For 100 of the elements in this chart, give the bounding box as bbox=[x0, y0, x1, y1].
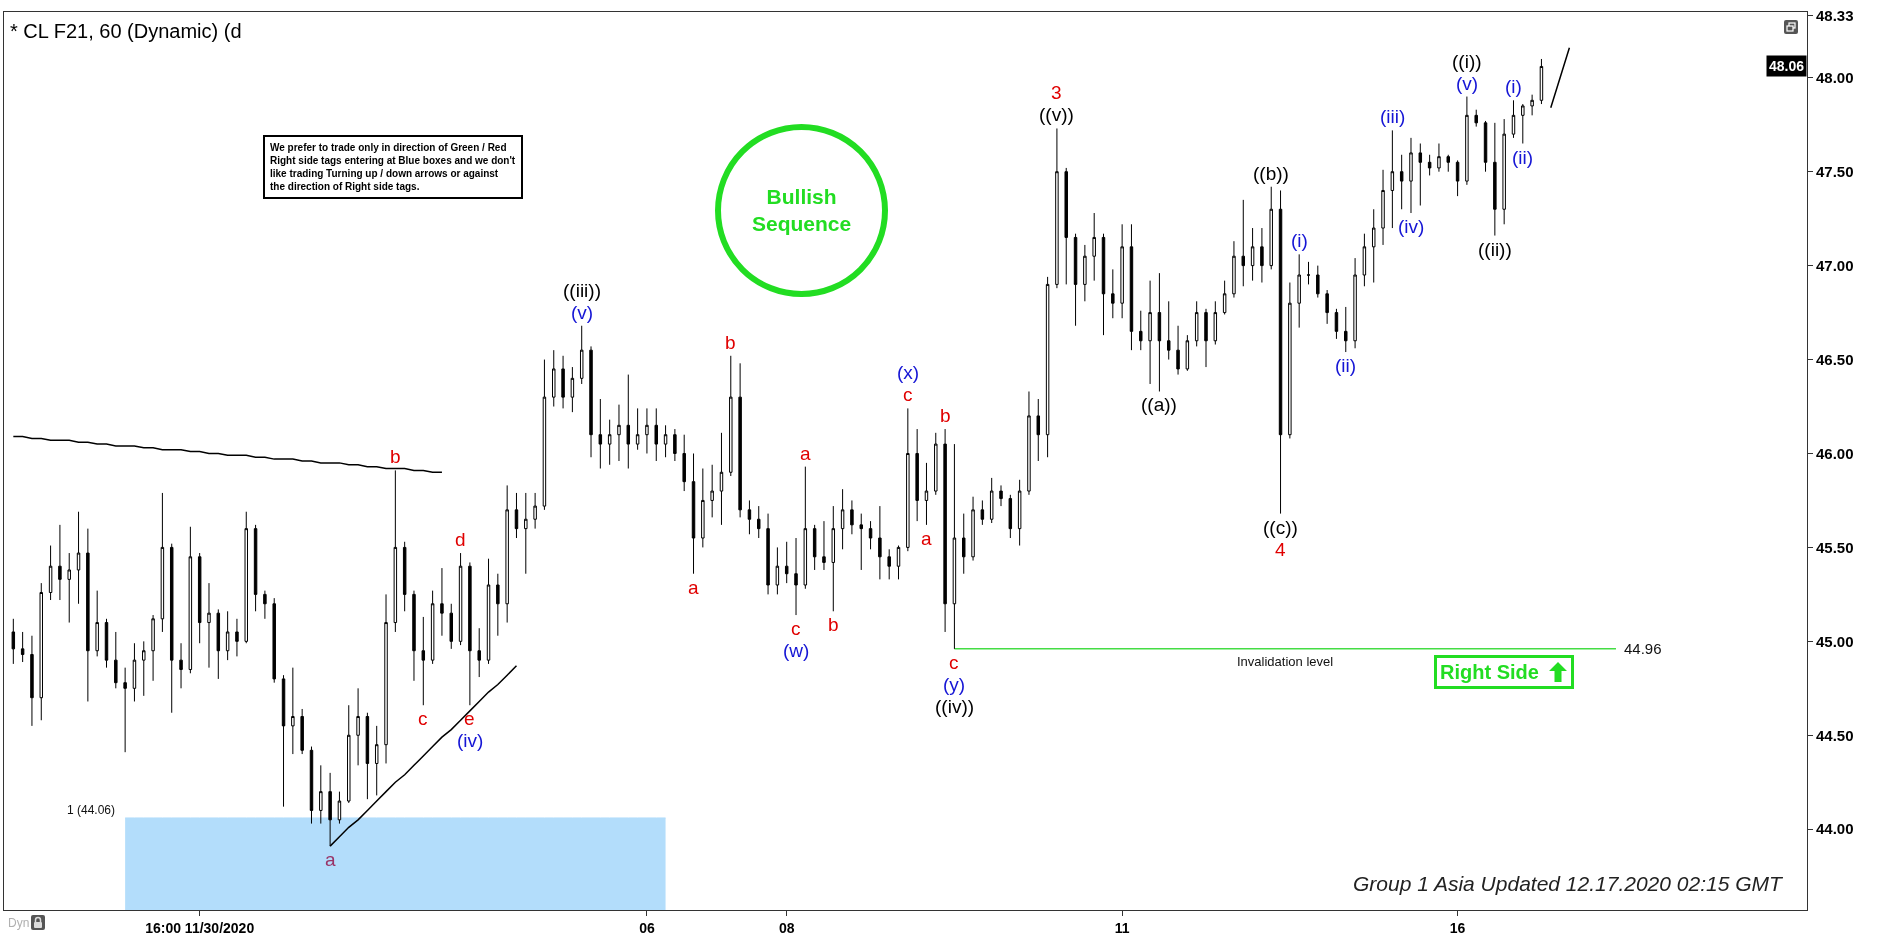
annotation: a bbox=[688, 577, 699, 598]
candlestick bbox=[1446, 154, 1450, 173]
annotation: ((iii)) bbox=[563, 280, 601, 301]
candlestick bbox=[598, 398, 603, 470]
candlestick bbox=[1465, 96, 1469, 186]
candlestick bbox=[1399, 154, 1404, 210]
candlestick bbox=[1064, 167, 1068, 285]
candlestick bbox=[123, 667, 127, 753]
candlestick bbox=[1493, 122, 1497, 237]
candlestick bbox=[253, 524, 258, 612]
candlestick bbox=[20, 631, 25, 663]
annotation: (i) bbox=[1291, 230, 1308, 251]
annotation: (iii) bbox=[1380, 106, 1406, 127]
candlestick bbox=[104, 618, 109, 669]
y-tick-label: 44.50 bbox=[1816, 726, 1854, 744]
annotation: Group 1 Asia Updated 12.17.2020 02:15 GMT bbox=[1353, 872, 1784, 895]
candlestick bbox=[682, 434, 686, 492]
candlestick bbox=[48, 545, 53, 601]
annotation: Bullish Sequence bbox=[752, 185, 852, 236]
candlestick bbox=[952, 443, 957, 650]
candlestick bbox=[216, 608, 221, 680]
annotation: c bbox=[791, 618, 801, 639]
candlestick bbox=[11, 618, 16, 665]
annotation: Right Side bbox=[1440, 661, 1539, 683]
candlestick bbox=[775, 546, 780, 595]
candlestick bbox=[1083, 244, 1087, 302]
annotation: c bbox=[903, 384, 913, 405]
candlestick bbox=[1017, 479, 1022, 547]
candlestick bbox=[468, 561, 472, 706]
candlestick bbox=[1185, 334, 1190, 372]
candlestick bbox=[552, 349, 556, 408]
candlestick bbox=[1055, 127, 1059, 289]
annotation: c bbox=[418, 708, 428, 729]
annotation: 4 bbox=[1275, 539, 1286, 560]
candlestick bbox=[1390, 129, 1395, 229]
candlestick bbox=[691, 452, 696, 575]
y-tick-label: 46.00 bbox=[1816, 444, 1854, 462]
candlestick bbox=[244, 511, 248, 644]
annotation: ((c)) bbox=[1263, 517, 1298, 538]
candlestick bbox=[1381, 169, 1385, 246]
candlestick bbox=[803, 466, 808, 590]
candlestick bbox=[533, 492, 537, 530]
candlestick bbox=[579, 325, 584, 385]
candlestick bbox=[1092, 212, 1096, 282]
candlestick bbox=[151, 614, 155, 682]
candlestick bbox=[188, 526, 193, 674]
candlestick bbox=[812, 524, 817, 571]
candlestick bbox=[747, 499, 752, 535]
candlestick bbox=[980, 499, 985, 526]
candlestick bbox=[477, 627, 481, 678]
annotation: b bbox=[940, 405, 951, 426]
candlestick bbox=[1344, 306, 1348, 353]
candlestick bbox=[896, 545, 901, 580]
candlestick bbox=[430, 590, 435, 665]
candlestick bbox=[962, 513, 966, 575]
candlestick bbox=[766, 513, 770, 595]
x-tick-label: 16:00 11/30/2020 bbox=[145, 919, 255, 936]
candlestick bbox=[1325, 289, 1329, 325]
annotation: a bbox=[325, 849, 336, 870]
candlestick bbox=[1316, 265, 1320, 299]
candlestick bbox=[58, 524, 62, 601]
candlestick bbox=[1334, 308, 1339, 340]
candlestick bbox=[1027, 390, 1031, 496]
candlestick bbox=[1306, 261, 1311, 285]
candlestick bbox=[757, 505, 761, 539]
annotation: b bbox=[828, 614, 839, 635]
candlestick bbox=[421, 616, 426, 706]
candlestick bbox=[719, 432, 724, 526]
x-tick-label: 16 bbox=[1449, 919, 1466, 936]
annotation: (x) bbox=[897, 362, 920, 383]
y-tick-label: 45.50 bbox=[1816, 538, 1854, 556]
candlestick bbox=[160, 492, 165, 633]
candlestick bbox=[319, 764, 323, 825]
candlestick bbox=[542, 359, 547, 511]
candlestick bbox=[1530, 94, 1534, 116]
annotation: ((b)) bbox=[1253, 163, 1289, 184]
candlestick bbox=[663, 424, 668, 458]
candlestick bbox=[1297, 253, 1301, 329]
candlestick bbox=[1194, 300, 1199, 347]
candlestick bbox=[514, 492, 519, 539]
annotation: b bbox=[725, 332, 736, 353]
candlestick bbox=[132, 642, 137, 702]
candlestick bbox=[1148, 280, 1152, 385]
y-tick-label: 48.33 bbox=[1816, 7, 1854, 25]
candlestick bbox=[626, 374, 631, 470]
x-tick-label: 06 bbox=[639, 919, 655, 936]
y-tick-label: 45.00 bbox=[1816, 632, 1854, 650]
candlestick bbox=[263, 590, 267, 620]
text: Dyn bbox=[8, 916, 30, 930]
annotation: (v) bbox=[571, 302, 594, 323]
candlestick bbox=[207, 582, 211, 669]
candlestick bbox=[831, 505, 836, 612]
candlestick bbox=[654, 407, 658, 462]
candlestick bbox=[635, 407, 640, 451]
candlestick bbox=[710, 464, 714, 518]
candlestick bbox=[971, 496, 975, 562]
candlestick bbox=[1250, 227, 1255, 282]
candlestick bbox=[1427, 154, 1432, 176]
candlestick bbox=[589, 345, 593, 458]
y-tick-label: 47.00 bbox=[1816, 256, 1854, 274]
